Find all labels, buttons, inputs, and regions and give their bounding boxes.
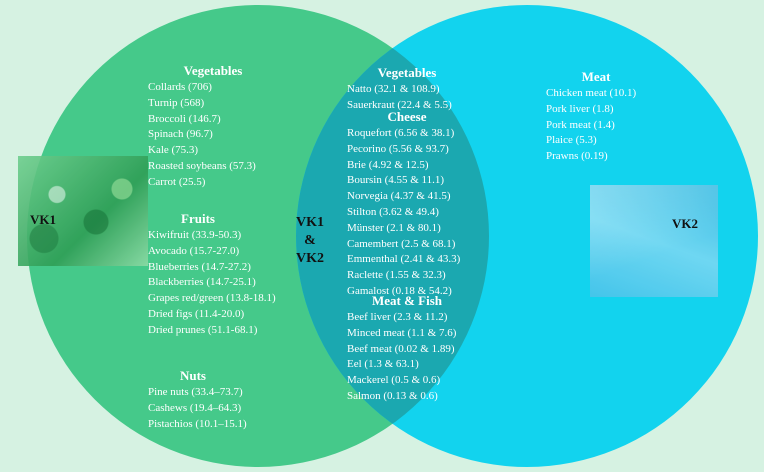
vk1-label: VK1 (30, 212, 56, 227)
list-item: Mackerel (0.5 & 0.6) (347, 374, 441, 387)
list-item: Prawns (0.19) (546, 150, 608, 163)
list-item: Spinach (96.7) (148, 128, 213, 141)
list-item: Camembert (2.5 & 68.1) (347, 237, 456, 250)
overlap-label-line3: VK2 (296, 251, 324, 266)
list-item: Natto (32.1 & 108.9) (347, 83, 440, 95)
vk1-nuts-heading: Nuts (179, 368, 206, 383)
both-cheese: Cheese Roquefort (6.56 & 38.1) Pecorino … (347, 108, 467, 300)
list-item: Brie (4.92 & 12.5) (347, 158, 429, 171)
list-item: Carrot (25.5) (148, 175, 206, 188)
vk2-meat: Meat Chicken meat (10.1) Pork liver (1.8… (546, 68, 646, 165)
overlap-label-line1: VK1 (296, 215, 324, 230)
list-item: Dried prunes (51.1-68.1) (148, 323, 258, 336)
vk1-vegetables: Vegetables Collards (706) Turnip (568) B… (148, 62, 278, 191)
list-item: Avocado (15.7-27.0) (148, 244, 240, 257)
list-item: Collards (706) (148, 81, 212, 93)
list-item: Raclette (1.55 & 32.3) (347, 269, 446, 282)
both-vegetables-heading: Vegetables (377, 65, 437, 80)
overlap-label: VK1 & VK2 (290, 214, 330, 268)
meat-photo (590, 185, 718, 297)
list-item: Stilton (3.62 & 49.4) (347, 205, 439, 218)
list-item: Pork liver (1.8) (546, 102, 614, 115)
list-item: Boursin (4.55 & 11.1) (347, 174, 445, 187)
list-item: Kiwifruit (33.9-50.3) (148, 229, 242, 241)
list-item: Kale (75.3) (148, 144, 199, 157)
list-item: Salmon (0.13 & 0.6) (347, 389, 438, 402)
vk2-label: VK2 (672, 216, 698, 231)
list-item: Beef meat (0.02 & 1.89) (347, 342, 455, 355)
list-item: Dried figs (11.4-20.0) (148, 307, 245, 320)
list-item: Eel (1.3 & 63.1) (347, 358, 419, 371)
both-cheese-heading: Cheese (387, 109, 427, 124)
list-item: Münster (2.1 & 80.1) (347, 221, 441, 234)
list-item: Blueberries (14.7-27.2) (148, 260, 251, 273)
list-item: Chicken meat (10.1) (546, 87, 637, 99)
list-item: Pecorino (5.56 & 93.7) (347, 142, 449, 155)
overlap-region (296, 5, 489, 467)
list-item: Gamalost (0.18 & 54.2) (347, 284, 452, 297)
list-item: Minced meat (1.1 & 7.6) (347, 326, 457, 339)
list-item: Turnip (568) (148, 96, 205, 109)
vk1-fruits-heading: Fruits (181, 211, 215, 226)
list-item: Emmenthal (2.41 & 43.3) (347, 253, 461, 266)
list-item: Norvegia (4.37 & 41.5) (347, 190, 451, 203)
both-vegetables: Vegetables Natto (32.1 & 108.9) Sauerkra… (347, 64, 467, 114)
list-item: Roasted soybeans (57.3) (148, 159, 256, 172)
vk1-vegetables-heading: Vegetables (183, 63, 243, 78)
both-meat-fish: Meat & Fish Beef liver (2.3 & 11.2) Minc… (347, 292, 467, 405)
list-item: Plaice (5.3) (546, 134, 597, 147)
list-item: Roquefort (6.56 & 38.1) (347, 127, 455, 139)
list-item: Pine nuts (33.4–73.7) (148, 386, 243, 398)
list-item: Beef liver (2.3 & 11.2) (347, 311, 448, 323)
list-item: Sauerkraut (22.4 & 5.5) (347, 98, 452, 111)
overlap-label-line2: & (304, 233, 316, 248)
vk1-fruits: Fruits Kiwifruit (33.9-50.3) Avocado (15… (148, 210, 276, 339)
vk1-nuts: Nuts Pine nuts (33.4–73.7) Cashews (19.4… (148, 367, 247, 432)
list-item: Grapes red/green (13.8-18.1) (148, 292, 276, 305)
list-item: Pork meat (1.4) (546, 118, 615, 131)
list-item: Cashews (19.4–64.3) (148, 401, 242, 414)
list-item: Pistachios (10.1–15.1) (148, 417, 247, 430)
vegetables-photo (18, 156, 148, 266)
list-item: Broccoli (146.7) (148, 112, 221, 125)
vk2-meat-heading: Meat (581, 69, 611, 84)
both-meat-fish-heading: Meat & Fish (371, 293, 443, 308)
list-item: Blackberries (14.7-25.1) (148, 276, 256, 289)
